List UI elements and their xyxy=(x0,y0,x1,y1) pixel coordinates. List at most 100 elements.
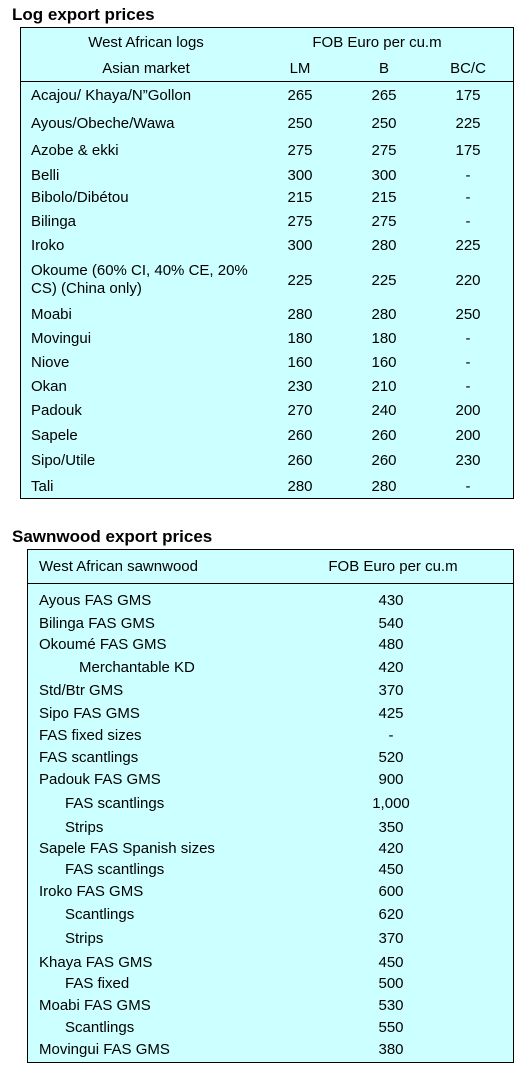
sawn-row-price: 425 xyxy=(378,705,404,722)
sawn-row-price: 600 xyxy=(378,883,404,900)
log-row-lm: 250 xyxy=(287,115,313,132)
log-row-b: 160 xyxy=(371,354,397,371)
sawn-table-title: Sawnwood export prices xyxy=(12,527,213,546)
log-row-b: 265 xyxy=(371,87,397,104)
sawn-row-name: Iroko FAS GMS xyxy=(39,883,144,900)
log-row-bc: 200 xyxy=(455,402,481,419)
log-row-bc: 220 xyxy=(455,272,481,289)
sawn-row-price: 380 xyxy=(378,1041,404,1058)
log-header-market: Asian market xyxy=(102,60,190,77)
sawn-row-name: Sapele FAS Spanish sizes xyxy=(39,840,215,857)
sawn-header-price: FOB Euro per cu.m xyxy=(328,558,458,575)
log-row-name: Niove xyxy=(31,354,70,371)
log-row-lm: 260 xyxy=(287,427,313,444)
log-row-b: 280 xyxy=(371,306,397,323)
log-row-b: 275 xyxy=(371,213,397,230)
log-row-bc: - xyxy=(465,378,471,395)
log-row-lm: 265 xyxy=(287,87,313,104)
sawn-row-price: 450 xyxy=(378,954,404,971)
log-row-name: Ayous/Obeche/Wawa xyxy=(31,115,175,132)
log-row-name: Belli xyxy=(31,167,60,184)
sawn-row-name: FAS fixed sizes xyxy=(39,727,142,744)
log-row-name: Okoume (60% CI, 40% CE, 20% CS) (China o… xyxy=(31,262,248,297)
log-row-name: Moabi xyxy=(31,306,72,323)
log-row-name: Iroko xyxy=(31,237,65,254)
sawn-row-price: 430 xyxy=(378,592,404,609)
sawn-row-price: 1,000 xyxy=(372,795,410,812)
sawn-row-price: 420 xyxy=(378,659,404,676)
sawn-row-name: FAS scantlings xyxy=(65,861,165,878)
sawn-row-price: - xyxy=(388,727,394,744)
log-price-table: West African logs Asian market FOB Euro … xyxy=(20,27,514,499)
log-row-bc: - xyxy=(465,354,471,371)
log-row-b: 225 xyxy=(371,272,397,289)
sawn-row-price: 370 xyxy=(378,930,404,947)
sawn-row-price: 550 xyxy=(378,1019,404,1036)
log-row-bc: 225 xyxy=(455,115,481,132)
log-row-name: Acajou/ Khaya/N”Gollon xyxy=(31,87,192,104)
sawn-row-price: 450 xyxy=(378,861,404,878)
log-row-b: 260 xyxy=(371,452,397,469)
log-row-name: Padouk xyxy=(31,402,82,419)
log-row-name: Tali xyxy=(31,478,54,495)
log-row-bc: 225 xyxy=(455,237,481,254)
log-row-bc: - xyxy=(465,213,471,230)
log-row-b: 215 xyxy=(371,189,397,206)
sawn-row-name: FAS scantlings xyxy=(65,795,165,812)
log-header-region: West African logs xyxy=(88,34,204,51)
log-row-b: 300 xyxy=(371,167,397,184)
log-row-name: Sapele xyxy=(31,427,78,444)
sawn-row-name: Sipo FAS GMS xyxy=(39,705,140,722)
log-row-b: 260 xyxy=(371,427,397,444)
sawn-row-name: Ayous FAS GMS xyxy=(39,592,152,609)
sawn-row-name: Padouk FAS GMS xyxy=(39,771,161,788)
log-row-lm: 280 xyxy=(287,306,313,323)
sawn-row-price: 540 xyxy=(378,615,404,632)
sawn-row-name: Scantlings xyxy=(65,1019,135,1036)
log-row-name: Okan xyxy=(31,378,67,395)
sawnwood-price-table: West African sawnwood FOB Euro per cu.m … xyxy=(27,549,514,1063)
sawn-row-price: 520 xyxy=(378,749,404,766)
log-row-lm: 230 xyxy=(287,378,313,395)
log-header-group: FOB Euro per cu.m xyxy=(312,34,442,51)
log-col-b: B xyxy=(378,60,389,77)
sawn-row-name: Bilinga FAS GMS xyxy=(39,615,155,632)
log-row-bc: 175 xyxy=(455,87,481,104)
sawn-row-name: FAS fixed xyxy=(65,975,130,992)
log-row-lm: 270 xyxy=(287,402,313,419)
log-col-lm: LM xyxy=(289,60,311,77)
sawn-row-name: FAS scantlings xyxy=(39,749,139,766)
log-row-lm: 280 xyxy=(287,478,313,495)
log-row-b: 240 xyxy=(371,402,397,419)
sawn-row-price: 500 xyxy=(378,975,404,992)
log-row-lm: 300 xyxy=(287,167,313,184)
sawn-row-name: Movingui FAS GMS xyxy=(39,1041,170,1058)
log-row-lm: 260 xyxy=(287,452,313,469)
log-row-name: Sipo/Utile xyxy=(31,452,96,469)
sawn-row-name: Merchantable KD xyxy=(79,659,195,676)
sawn-row-name: Moabi FAS GMS xyxy=(39,997,151,1014)
sawn-row-price: 420 xyxy=(378,840,404,857)
log-row-name: Bilinga xyxy=(31,213,77,230)
log-row-bc: - xyxy=(465,167,471,184)
sawn-row-price: 370 xyxy=(378,682,404,699)
log-row-bc: 250 xyxy=(455,306,481,323)
log-row-bc: 200 xyxy=(455,427,481,444)
log-header-divider xyxy=(21,81,513,82)
sawn-row-price: 900 xyxy=(378,771,404,788)
log-row-b: 280 xyxy=(371,237,397,254)
log-row-name: Azobe & ekki xyxy=(31,142,119,159)
log-table-title: Log export prices xyxy=(12,5,155,24)
log-row-lm: 180 xyxy=(287,330,313,347)
sawn-row-name: Khaya FAS GMS xyxy=(39,954,153,971)
log-row-lm: 160 xyxy=(287,354,313,371)
sawn-row-name: Std/Btr GMS xyxy=(39,682,124,699)
sawn-header-divider xyxy=(28,583,513,584)
log-row-lm: 215 xyxy=(287,189,313,206)
log-row-bc: - xyxy=(465,330,471,347)
sawn-row-price: 480 xyxy=(378,636,404,653)
sawn-row-name: Scantlings xyxy=(65,906,135,923)
sawn-row-price: 530 xyxy=(378,997,404,1014)
sawn-row-price: 620 xyxy=(378,906,404,923)
log-row-b: 280 xyxy=(371,478,397,495)
